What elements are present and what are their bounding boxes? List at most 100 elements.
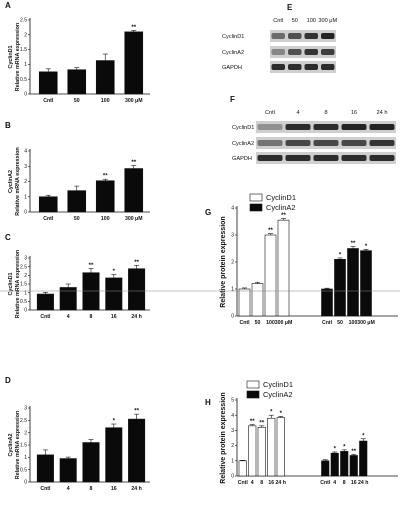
significance-mark: * <box>280 411 283 417</box>
x-tick-label: Cntl <box>238 480 249 486</box>
legend-label: CyclinA2 <box>263 390 293 399</box>
y-tick-label: 4 <box>231 413 234 419</box>
panel-letter: F <box>230 95 235 104</box>
x-tick-label: 16 <box>268 480 274 486</box>
panel-letter: C <box>5 233 11 242</box>
y-tick-label: 3 <box>24 256 27 262</box>
y-axis-label: Relative protein expression <box>220 216 227 307</box>
panel-g: G 0 1 2 3 4 Relative protein expression Cntl 50 *… <box>205 193 398 326</box>
lane-label: 24 h <box>377 110 388 116</box>
blot-band <box>288 49 302 55</box>
bar <box>36 293 54 311</box>
x-tick-label: 4 <box>251 480 254 486</box>
x-tick-label: 8 <box>90 486 93 492</box>
blot-row-label: CyclinA2 <box>222 50 244 56</box>
bar <box>95 60 115 95</box>
y-tick-label: 1 <box>24 62 27 68</box>
bar <box>38 71 58 95</box>
blot-band <box>257 124 283 130</box>
x-tick-label: 16 <box>111 486 117 492</box>
x-tick-label: 300 μM <box>125 98 143 104</box>
significance-mark: ** <box>131 160 136 166</box>
blot-band <box>304 33 318 39</box>
blot-band <box>257 155 283 161</box>
significance-mark: ** <box>131 25 136 31</box>
bar <box>321 460 330 477</box>
blot-band <box>288 64 302 70</box>
legend-label: CyclinD1 <box>266 193 296 202</box>
y-tick-label: 0 <box>24 308 27 314</box>
y-tick-label: 1 <box>24 290 27 296</box>
x-tick-label: Cntl <box>43 216 54 222</box>
panel-b: B 0 1 2 3 4 CyclinA2 Relative mRNA expression Cn… <box>5 121 150 222</box>
blot-band <box>369 155 395 161</box>
y-tick-label: 2 <box>231 260 234 266</box>
x-tick-label: 50 <box>74 98 80 104</box>
x-tick-label: 16 <box>351 480 357 486</box>
y-tick-label: 2 <box>24 179 27 185</box>
significance-mark: ** <box>89 263 94 269</box>
y-axis-label: Relative mRNA expression <box>15 411 21 479</box>
legend-swatch <box>249 193 263 202</box>
blot-band <box>321 33 335 39</box>
bar <box>264 234 277 317</box>
bar <box>330 452 339 477</box>
blot-strip <box>270 30 336 42</box>
panel-c: C 0 0.5 1 1.5 2 2.5 3 CyclinD1 Relative mRNA expr… <box>5 233 150 320</box>
y-tick-label: 0 <box>24 210 27 216</box>
significance-mark: ** <box>351 241 356 247</box>
blot-band <box>369 140 395 146</box>
x-tick-label: 8 <box>343 480 346 486</box>
blot-row-label: GAPDH <box>232 156 252 162</box>
x-tick-label: 100 <box>349 320 358 326</box>
blot-band <box>321 49 335 55</box>
x-tick-label: 50 <box>74 216 80 222</box>
blot-band <box>369 124 395 130</box>
bar <box>251 283 264 317</box>
y-axis-label: CyclinA2 <box>8 433 14 456</box>
bar <box>248 425 257 477</box>
x-tick-label: Cntl <box>40 314 51 320</box>
significance-mark: ** <box>351 449 356 455</box>
blot-row-label: CyclinD1 <box>232 125 254 131</box>
y-tick-label: 0.5 <box>20 77 27 83</box>
bar <box>67 190 87 213</box>
legend-label: CyclinD1 <box>263 380 293 389</box>
bar <box>82 272 100 311</box>
bar <box>59 458 77 483</box>
x-tick-label: 50 <box>255 320 261 326</box>
x-tick-label: 100 <box>101 216 110 222</box>
blot-band <box>313 155 339 161</box>
panel-letter: E <box>287 3 293 12</box>
lane-label: 50 <box>292 18 298 24</box>
y-axis-label: Relative mRNA expression <box>15 23 21 91</box>
significance-mark: ** <box>134 409 139 415</box>
blot-band <box>304 64 318 70</box>
significance-mark: ** <box>250 419 255 425</box>
x-tick-label: 100 <box>101 98 110 104</box>
x-tick-label: Cntl <box>320 480 331 486</box>
bar <box>124 168 144 213</box>
x-tick-label: Cntl <box>40 486 51 492</box>
bar <box>276 417 285 477</box>
panel-letter: H <box>205 398 211 407</box>
bar <box>257 427 266 477</box>
x-tick-label: 8 <box>90 314 93 320</box>
significance-mark: ** <box>268 228 273 234</box>
y-tick-label: 2 <box>24 430 27 436</box>
x-tick-label: Cntl <box>43 98 54 104</box>
y-tick-label: 0 <box>231 474 234 480</box>
bar <box>38 196 58 213</box>
blot-band <box>271 64 285 70</box>
bar <box>359 440 368 477</box>
y-tick-label: 1.5 <box>20 282 27 288</box>
y-tick-label: 0 <box>24 92 27 98</box>
significance-mark: ** <box>134 260 139 266</box>
panel-letter: B <box>5 121 11 130</box>
lane-label: Cntl <box>273 18 283 24</box>
significance-mark: * <box>365 244 368 250</box>
bar <box>105 277 123 311</box>
bar <box>267 417 276 477</box>
y-tick-label: 0 <box>24 480 27 486</box>
